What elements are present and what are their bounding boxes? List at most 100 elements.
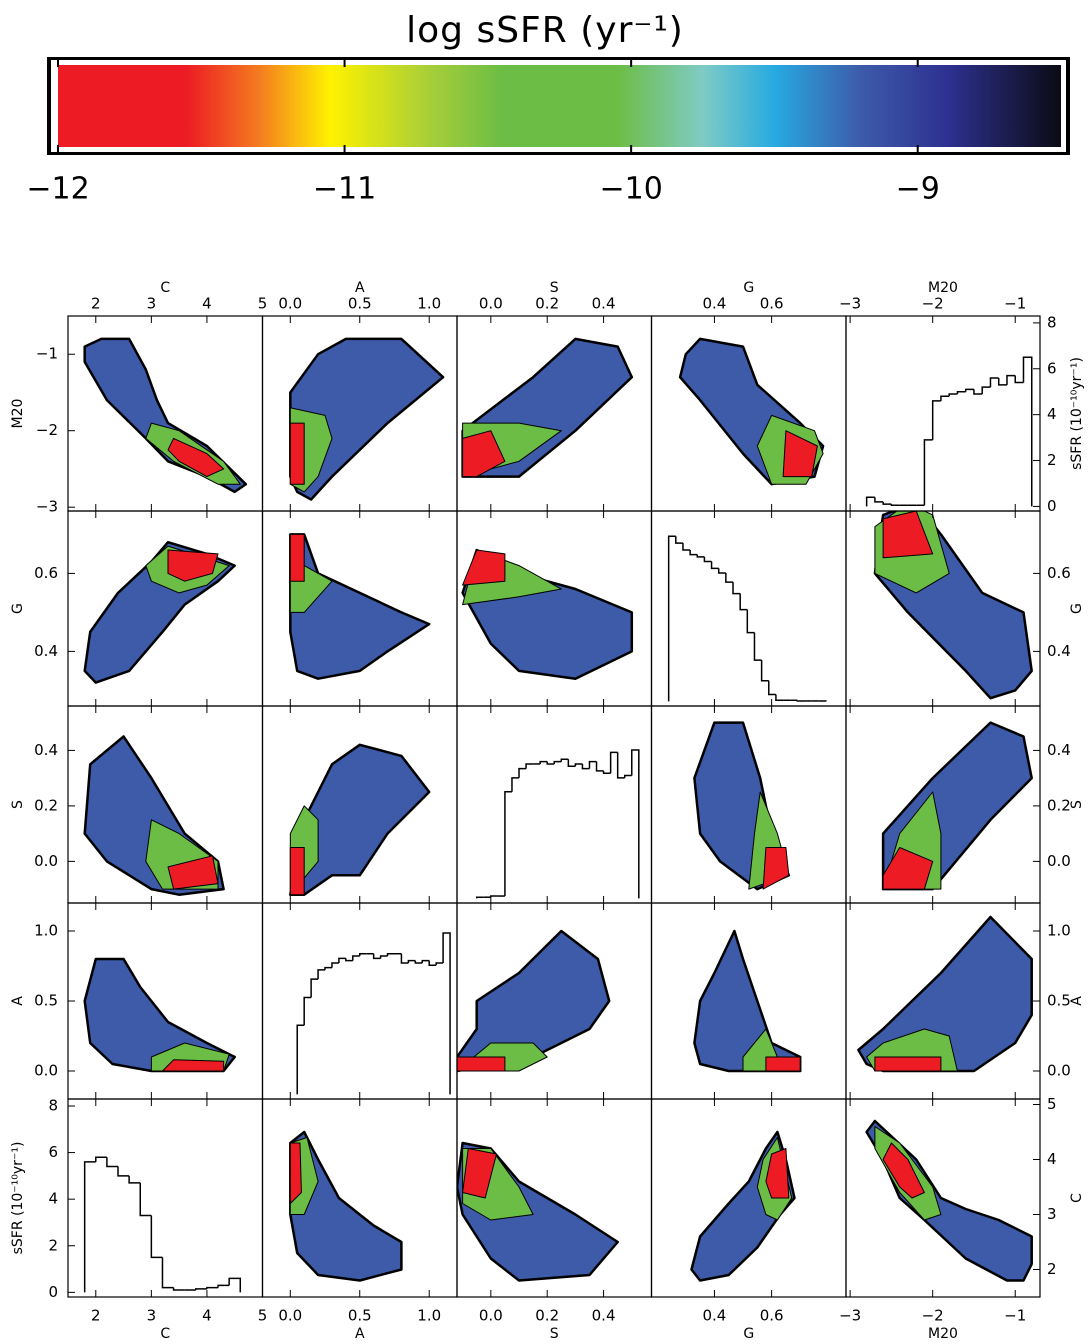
y-tick-label: 4 — [1047, 1150, 1057, 1168]
y-tick-label: 0.6 — [34, 564, 58, 582]
histogram-step — [1006, 374, 1016, 385]
x-tick-label-top: 1.0 — [417, 295, 441, 313]
histogram-step — [546, 761, 555, 765]
histogram-step — [931, 400, 941, 440]
map-panel — [693, 721, 791, 891]
histogram-step — [595, 761, 604, 772]
y-tick-label: 5 — [1047, 1095, 1057, 1113]
histogram-step — [414, 960, 423, 964]
map-panel — [457, 1141, 619, 1282]
y-tick-label: −2 — [36, 421, 58, 439]
y-axis-name: G — [10, 603, 26, 614]
histogram-step — [667, 535, 676, 702]
x-tick-label-top: 0.6 — [760, 295, 784, 313]
histogram-step — [379, 955, 388, 959]
x-axis-name-top: A — [355, 280, 365, 296]
y-tick-label: −3 — [36, 498, 58, 516]
histogram-step — [345, 958, 353, 962]
x-axis-name-top: S — [550, 280, 559, 296]
x-tick-label-bottom: 0.6 — [760, 1307, 784, 1325]
histogram-step — [739, 593, 748, 611]
color-region — [462, 430, 506, 478]
panel-frame — [845, 1098, 1041, 1298]
histogram-step — [973, 389, 983, 395]
histogram-step — [631, 749, 640, 899]
histogram-step — [324, 966, 332, 970]
y-tick-label: −1 — [36, 345, 58, 363]
histogram-step — [407, 959, 416, 963]
histogram-step — [95, 1156, 107, 1162]
y-axis-name: S — [1069, 800, 1085, 809]
x-tick-label-bottom: 4 — [202, 1307, 212, 1325]
histogram-step — [352, 955, 360, 961]
y-tick-label: 2 — [48, 1236, 58, 1254]
histogram-step — [760, 660, 769, 682]
map-panel — [461, 548, 634, 680]
color-region — [765, 1056, 801, 1072]
x-tick-label-top: 4 — [202, 295, 212, 313]
x-tick-label-top: 0.4 — [592, 295, 616, 313]
y-tick-label: 6 — [1047, 359, 1057, 377]
histogram-step — [923, 439, 933, 506]
y-tick-label: 1.0 — [34, 922, 58, 940]
y-tick-label: 0.4 — [34, 741, 58, 759]
map-panel — [289, 743, 431, 896]
color-region — [882, 1142, 925, 1199]
histogram-step — [511, 777, 520, 792]
data-layer — [83, 337, 1033, 1293]
histogram-step — [696, 554, 705, 558]
histogram-step — [525, 763, 534, 769]
y-tick-label: 4 — [1047, 405, 1057, 423]
x-tick-label-bottom: 0.4 — [592, 1307, 616, 1325]
color-region — [457, 1056, 506, 1072]
color-region — [462, 1148, 497, 1199]
panel-frame — [456, 705, 653, 904]
histogram-step — [609, 751, 618, 774]
histogram-step — [710, 561, 719, 570]
y-tick-label: 3 — [1047, 1205, 1057, 1223]
histogram-step — [689, 550, 698, 556]
x-axis-name-bottom: C — [160, 1326, 170, 1342]
histogram-step — [775, 694, 784, 702]
histogram-step — [310, 978, 319, 998]
colorbar-tick-label: −9 — [896, 172, 940, 207]
histogram-step — [195, 1288, 207, 1291]
x-tick-label-bottom: 2 — [91, 1307, 101, 1325]
colorbar-title: log sSFR (yr⁻¹) — [406, 10, 684, 51]
x-tick-label-top: 0.5 — [348, 295, 372, 313]
histogram-step — [753, 632, 762, 661]
histogram-step — [964, 388, 974, 392]
x-tick-label-top: −1 — [1004, 295, 1026, 313]
color-region — [289, 422, 305, 485]
histogram-step — [602, 770, 611, 774]
color-region — [289, 847, 305, 896]
histogram-step — [172, 1287, 185, 1291]
y-tick-label: 0 — [48, 1283, 58, 1301]
histogram-step — [372, 953, 381, 960]
panel-frame — [67, 1098, 264, 1298]
histogram-step — [490, 895, 498, 898]
histogram-step — [217, 1284, 230, 1288]
x-tick-label-top: 5 — [258, 295, 268, 313]
histogram-step — [768, 680, 776, 696]
x-tick-label-bottom: 0.4 — [702, 1307, 726, 1325]
color-region — [882, 847, 934, 890]
histogram-step — [732, 582, 741, 595]
x-tick-label-bottom: 1.0 — [417, 1307, 441, 1325]
histogram-step — [338, 957, 346, 963]
x-tick-label-bottom: 0.0 — [278, 1307, 302, 1325]
histogram-step — [574, 763, 583, 767]
y-axis-name: sSFR (10⁻¹⁰yr⁻¹) — [10, 1142, 26, 1255]
histogram-step — [539, 760, 548, 764]
histogram-step — [989, 377, 999, 388]
map-panel — [83, 540, 236, 684]
y-tick-label: 0.2 — [1047, 796, 1071, 814]
y-axis-name: G — [1069, 603, 1085, 614]
colorbar-tick-label: −10 — [599, 172, 662, 207]
histogram-step — [428, 960, 437, 967]
color-region — [462, 549, 506, 586]
y-tick-label: 6 — [48, 1143, 58, 1161]
y-tick-label: 4 — [48, 1190, 58, 1208]
histogram-step — [796, 700, 805, 702]
